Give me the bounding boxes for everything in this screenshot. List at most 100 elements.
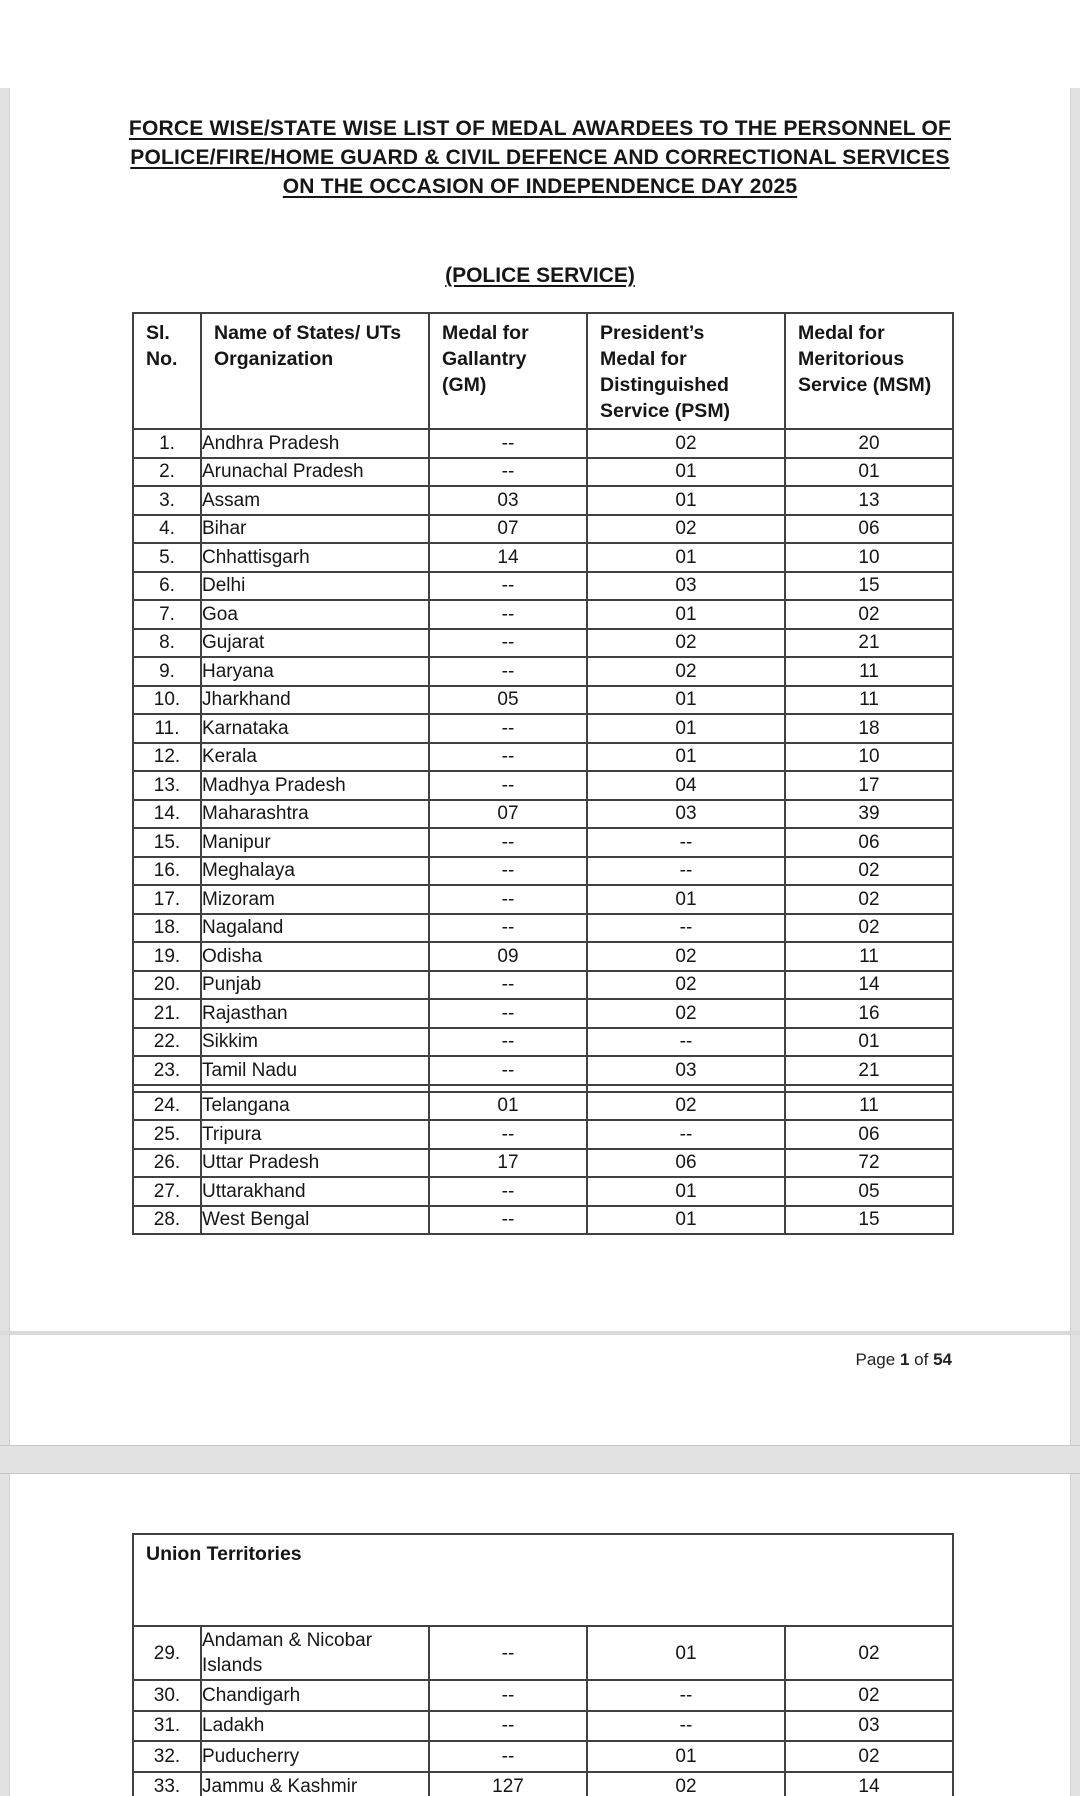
state-name-cell: Punjab xyxy=(200,969,430,1000)
msm-value-cell: 02 xyxy=(784,1625,954,1681)
table-row: 2. Arunachal Pradesh -- 01 01 xyxy=(132,456,954,487)
state-name-cell: Uttarakhand xyxy=(200,1176,430,1207)
table-row: 13. Madhya Pradesh -- 04 17 xyxy=(132,770,954,801)
sl-no-cell: 21. xyxy=(132,998,202,1029)
msm-value-cell: 16 xyxy=(784,998,954,1029)
document-title-line-2: POLICE/FIRE/HOME GUARD & CIVIL DEFENCE A… xyxy=(130,146,950,169)
msm-value-cell: 06 xyxy=(784,827,954,858)
gm-value-cell: -- xyxy=(428,969,588,1000)
medal-table-states: Sl. No. Name of States/ UTs Organization… xyxy=(132,312,954,1235)
sl-no-cell: 23. xyxy=(132,1055,202,1086)
gm-value-cell: -- xyxy=(428,1204,588,1235)
gm-value-cell: 17 xyxy=(428,1147,588,1178)
document-title: FORCE WISE/STATE WISE LIST OF MEDAL AWAR… xyxy=(8,114,1072,201)
table-row: 18. Nagaland -- -- 02 xyxy=(132,912,954,943)
state-name-cell: West Bengal xyxy=(200,1204,430,1235)
table-row: 31. Ladakh -- -- 03 xyxy=(132,1709,954,1742)
gm-value-cell: -- xyxy=(428,656,588,687)
sl-no-cell: 11. xyxy=(132,713,202,744)
gm-value-cell: -- xyxy=(428,1176,588,1207)
state-name-cell: Haryana xyxy=(200,656,430,687)
sl-no-cell: 27. xyxy=(132,1176,202,1207)
sl-no-cell: 33. xyxy=(132,1770,202,1796)
viewer-margin-left xyxy=(0,88,10,1796)
msm-value-cell: 14 xyxy=(784,1770,954,1796)
state-name-cell: Maharashtra xyxy=(200,798,430,829)
sl-no-cell: 7. xyxy=(132,599,202,630)
gm-value-cell: -- xyxy=(428,855,588,886)
gm-value-cell: -- xyxy=(428,770,588,801)
msm-value-cell: 17 xyxy=(784,770,954,801)
psm-value-cell: 01 xyxy=(586,456,786,487)
sl-no-cell: 28. xyxy=(132,1204,202,1235)
state-name-cell: Chandigarh xyxy=(200,1679,430,1712)
psm-value-cell: 01 xyxy=(586,485,786,516)
gm-value-cell: -- xyxy=(428,1709,588,1742)
table-row: 21. Rajasthan -- 02 16 xyxy=(132,998,954,1029)
footer-page-number: 1 xyxy=(899,1350,910,1369)
psm-value-cell: 02 xyxy=(586,428,786,459)
gm-value-cell: -- xyxy=(428,1026,588,1057)
sl-no-cell: 19. xyxy=(132,941,202,972)
state-name-cell: Chhattisgarh xyxy=(200,542,430,573)
sl-no-cell: 25. xyxy=(132,1119,202,1150)
sl-no-cell: 17. xyxy=(132,884,202,915)
header-row: Sl. No. Name of States/ UTs Organization… xyxy=(132,312,954,430)
sl-no-cell: 3. xyxy=(132,485,202,516)
sl-no-cell: 6. xyxy=(132,570,202,601)
psm-value-cell: 01 xyxy=(586,599,786,630)
gm-value-cell: 07 xyxy=(428,798,588,829)
document-title-line-1: FORCE WISE/STATE WISE LIST OF MEDAL AWAR… xyxy=(128,117,952,140)
gm-value-cell: -- xyxy=(428,456,588,487)
gm-value-cell: 127 xyxy=(428,1770,588,1796)
state-name-cell: Bihar xyxy=(200,513,430,544)
msm-value-cell: 01 xyxy=(784,456,954,487)
header-state-name: Name of States/ UTs Organization xyxy=(200,312,430,430)
gm-value-cell: -- xyxy=(428,741,588,772)
table-row: 17. Mizoram -- 01 02 xyxy=(132,884,954,915)
gm-value-cell: -- xyxy=(428,627,588,658)
msm-value-cell: 01 xyxy=(784,1026,954,1057)
header-president-medal: President’s Medal for Distinguished Serv… xyxy=(586,312,786,430)
state-name-cell: Jammu & Kashmir xyxy=(200,1770,430,1796)
header-sl-no: Sl. No. xyxy=(132,312,202,430)
gm-value-cell: -- xyxy=(428,912,588,943)
psm-value-cell: 01 xyxy=(586,1204,786,1235)
table-row: 26. Uttar Pradesh 17 06 72 xyxy=(132,1147,954,1178)
table-row: 8. Gujarat -- 02 21 xyxy=(132,627,954,658)
msm-value-cell: 02 xyxy=(784,855,954,886)
table-row: 24. Telangana 01 02 11 xyxy=(132,1090,954,1121)
union-territories-title-row: Union Territories xyxy=(132,1533,954,1627)
msm-value-cell: 02 xyxy=(784,599,954,630)
states-rows-body: 1. Andhra Pradesh -- 02 20 2. Arunachal Prades… xyxy=(132,428,954,1235)
sl-no-cell: 8. xyxy=(132,627,202,658)
table-row: 25. Tripura -- -- 06 xyxy=(132,1119,954,1150)
state-name-cell: Meghalaya xyxy=(200,855,430,886)
psm-value-cell: 03 xyxy=(586,1055,786,1086)
psm-value-cell: -- xyxy=(586,827,786,858)
gm-value-cell: 07 xyxy=(428,513,588,544)
table-row: 20. Punjab -- 02 14 xyxy=(132,969,954,1000)
sl-no-cell: 9. xyxy=(132,656,202,687)
psm-value-cell: 02 xyxy=(586,1770,786,1796)
sl-no-cell: 5. xyxy=(132,542,202,573)
psm-value-cell: 02 xyxy=(586,941,786,972)
psm-value-cell: 01 xyxy=(586,1176,786,1207)
sl-no-cell: 20. xyxy=(132,969,202,1000)
footer-page-word: Page xyxy=(855,1350,896,1369)
state-name-cell: Nagaland xyxy=(200,912,430,943)
sl-no-cell: 1. xyxy=(132,428,202,459)
psm-value-cell: 06 xyxy=(586,1147,786,1178)
state-name-cell: Manipur xyxy=(200,827,430,858)
msm-value-cell: 13 xyxy=(784,485,954,516)
union-territories-header: Union Territories xyxy=(132,1533,954,1627)
state-name-cell: Goa xyxy=(200,599,430,630)
psm-value-cell: 01 xyxy=(586,1740,786,1773)
sl-no-cell: 12. xyxy=(132,741,202,772)
table-row: 22. Sikkim -- -- 01 xyxy=(132,1026,954,1057)
msm-value-cell: 06 xyxy=(784,513,954,544)
gm-value-cell: -- xyxy=(428,428,588,459)
state-name-cell: Puducherry xyxy=(200,1740,430,1773)
sl-no-cell: 26. xyxy=(132,1147,202,1178)
psm-value-cell: 02 xyxy=(586,627,786,658)
